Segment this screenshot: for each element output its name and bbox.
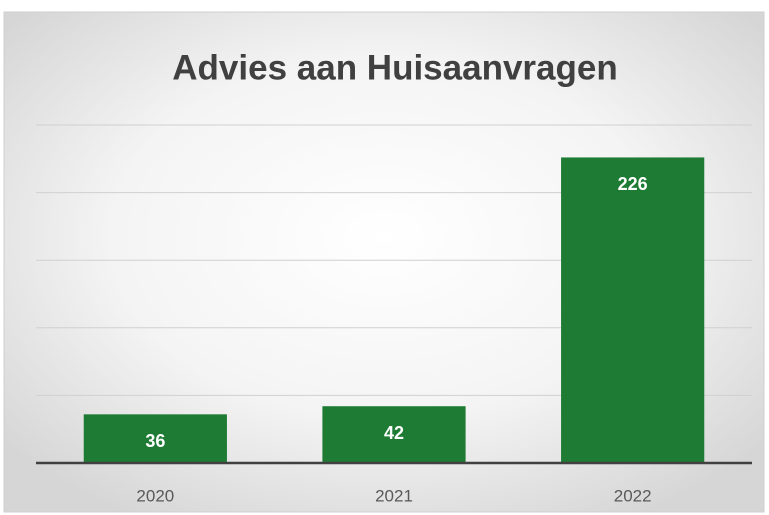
data-label: 226 xyxy=(618,174,648,194)
bar xyxy=(322,406,466,463)
data-label: 36 xyxy=(145,431,165,451)
x-tick-label: 2022 xyxy=(614,486,652,505)
bar xyxy=(83,414,227,463)
x-tick-label: 2020 xyxy=(136,486,174,505)
bar xyxy=(561,157,705,463)
x-tick-label: 2021 xyxy=(375,486,413,505)
data-label: 42 xyxy=(384,423,404,443)
chart-title: Advies aan Huisaanvragen xyxy=(172,48,617,87)
